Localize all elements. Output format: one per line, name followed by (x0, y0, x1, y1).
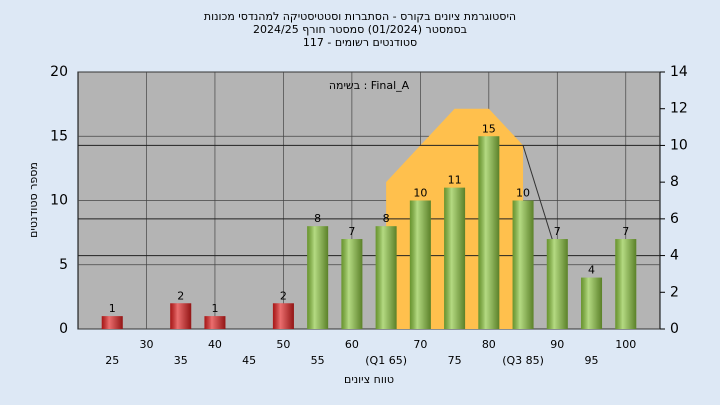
value-label: 2 (280, 289, 287, 302)
y2-tick-label: 6 (670, 211, 679, 227)
x-tick-label: 90 (550, 338, 564, 351)
bar-group (478, 136, 500, 329)
bar-shade (272, 303, 294, 329)
bar-shade (615, 239, 637, 329)
bar-group (375, 226, 397, 329)
bar-group (170, 303, 192, 329)
bar-shade (409, 200, 431, 329)
y2-tick-label: 14 (670, 64, 688, 80)
x-tick-label: 80 (482, 338, 496, 351)
x-tick-label: (Q3 85) (502, 354, 544, 367)
bar-shade (341, 239, 363, 329)
value-label: 15 (482, 122, 496, 135)
chart-subtitle: בסמסטר (01/2024) סמסטר חורף 2024/25 (253, 23, 467, 36)
value-label: 7 (348, 225, 355, 238)
y2-tick-label: 2 (670, 284, 679, 300)
y2-tick-label: 4 (670, 248, 679, 264)
bar-group (272, 303, 294, 329)
x-tick-label: 30 (139, 338, 153, 351)
chart-subtitle: סטודנטים רשומים - 117 (303, 36, 417, 49)
y-axis-label: מספר סטודנטים (27, 162, 40, 238)
bar-shade (101, 316, 123, 329)
bar-group (444, 187, 466, 329)
y2-tick-label: 8 (670, 174, 679, 190)
bar-shade (581, 277, 603, 329)
bar-group (307, 226, 329, 329)
value-label: 4 (588, 264, 595, 277)
bar-group (546, 239, 568, 329)
value-label: 2 (177, 289, 184, 302)
bar-group (512, 200, 534, 329)
bar-shade (444, 187, 466, 329)
x-tick-label: 35 (174, 354, 188, 367)
value-label: 8 (314, 212, 321, 225)
annotation: בשימה : Final_A (329, 79, 410, 92)
bar-shade (204, 316, 226, 329)
value-label: 8 (383, 212, 390, 225)
bar-group (409, 200, 431, 329)
value-label: 10 (516, 187, 530, 200)
bar-group (581, 277, 603, 329)
value-label: 7 (554, 225, 561, 238)
y-tick-label: 15 (50, 128, 68, 144)
value-label: 1 (211, 302, 218, 315)
value-label: 7 (622, 225, 629, 238)
line (522, 145, 558, 256)
y2-tick-label: 12 (670, 101, 688, 117)
x-tick-label: 25 (105, 354, 119, 367)
y-tick-label: 10 (50, 193, 68, 209)
value-label: 1 (109, 302, 116, 315)
x-tick-label: 50 (276, 338, 290, 351)
x-tick-label: 75 (448, 354, 462, 367)
bar-shade (170, 303, 192, 329)
x-axis-label: טווח ציונים (344, 373, 394, 386)
x-tick-label: 40 (208, 338, 222, 351)
bar-shade (307, 226, 329, 329)
x-tick-label: 45 (242, 354, 256, 367)
y-tick-label: 20 (50, 64, 68, 80)
y-tick-label: 0 (59, 321, 68, 337)
bar-group (341, 239, 363, 329)
bar-group (101, 316, 123, 329)
y2-tick-label: 10 (670, 137, 688, 153)
bar-shade (546, 239, 568, 329)
x-tick-label: (Q1 65) (365, 354, 407, 367)
x-tick-label: 55 (311, 354, 325, 367)
y2-tick-label: 0 (670, 321, 679, 337)
bar-shade (478, 136, 500, 329)
x-tick-label: 70 (413, 338, 427, 351)
bar-group (204, 316, 226, 329)
x-tick-label: 100 (615, 338, 636, 351)
bar-group (615, 239, 637, 329)
value-label: 11 (448, 174, 462, 187)
x-tick-label: 95 (585, 354, 599, 367)
x-tick-label: 60 (345, 338, 359, 351)
bar-shade (375, 226, 397, 329)
bar-shade (512, 200, 534, 329)
chart-title: היסטוגרמת ציונים בקורס - הסתברות וסטטיסט… (204, 10, 516, 23)
y-tick-label: 5 (59, 257, 68, 273)
value-label: 10 (413, 187, 427, 200)
